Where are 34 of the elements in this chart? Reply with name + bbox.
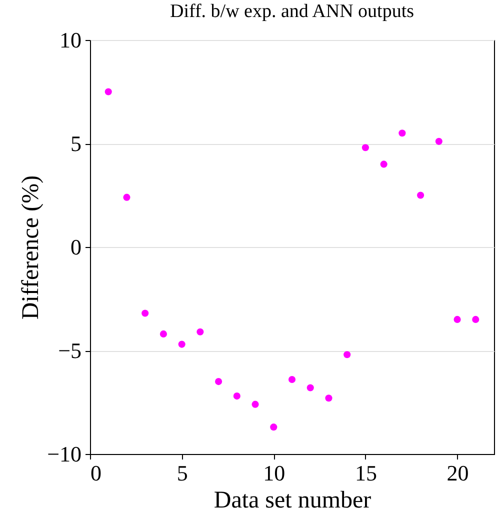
point <box>344 351 351 358</box>
point <box>104 88 112 96</box>
x-tick-label: 10 <box>263 460 286 486</box>
point <box>398 130 406 137</box>
point <box>233 392 240 400</box>
x-tick-label: 20 <box>446 460 469 486</box>
x-axis-title: Data set number <box>214 488 372 514</box>
point <box>270 424 278 431</box>
y-tick-label: 5 <box>70 131 82 156</box>
point <box>472 316 480 323</box>
point <box>306 384 314 392</box>
point <box>160 330 167 338</box>
y-tick-label: −10 <box>47 442 82 466</box>
point <box>142 310 149 317</box>
x-tick-label: 15 <box>354 460 377 486</box>
point <box>288 376 296 384</box>
point <box>178 340 186 348</box>
point <box>454 316 461 323</box>
y-tick-label: −5 <box>58 338 82 363</box>
y-tick-label: 0 <box>70 234 82 260</box>
point <box>435 138 442 145</box>
point <box>252 400 259 408</box>
x-tick-label: 0 <box>90 460 102 486</box>
point <box>417 192 424 199</box>
point <box>380 160 388 168</box>
point <box>362 144 369 152</box>
y-tick-label: 10 <box>60 28 82 52</box>
point <box>215 378 222 386</box>
point <box>123 194 130 201</box>
x-tick-label: 5 <box>176 460 188 486</box>
point <box>325 394 332 402</box>
y-axis-title: Difference (%) <box>18 175 44 320</box>
point <box>196 328 204 336</box>
chart-title: Diff. b/w exp. and ANN outputs <box>170 1 414 22</box>
